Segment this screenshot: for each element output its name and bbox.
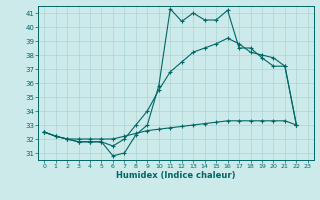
X-axis label: Humidex (Indice chaleur): Humidex (Indice chaleur) bbox=[116, 171, 236, 180]
